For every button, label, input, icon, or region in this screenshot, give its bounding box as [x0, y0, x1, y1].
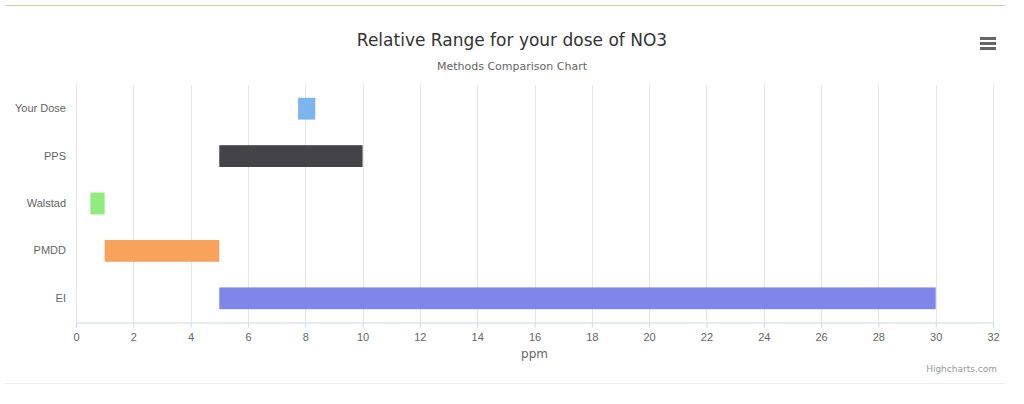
grid-line	[76, 85, 77, 322]
x-tick: 14	[472, 323, 484, 344]
range-bar[interactable]	[219, 145, 362, 167]
x-tick-mark	[821, 323, 822, 328]
x-tick: 22	[701, 323, 713, 344]
x-tick-label: 0	[73, 331, 79, 343]
x-axis-line	[77, 323, 994, 328]
range-bar[interactable]	[105, 240, 220, 262]
grid-line	[248, 85, 249, 322]
x-tick: 10	[357, 323, 369, 344]
x-tick-label: 4	[188, 331, 194, 343]
grid-line	[477, 85, 478, 322]
x-tick-mark	[706, 323, 707, 328]
y-tick: EI	[56, 292, 76, 304]
x-tick-mark	[133, 323, 134, 328]
bars	[90, 98, 935, 309]
x-tick-label: 16	[529, 331, 541, 343]
x-tick-label: 8	[303, 331, 309, 343]
x-tick-mark	[420, 323, 421, 328]
grid-line	[363, 85, 364, 322]
grid-line	[706, 85, 707, 322]
x-tick-label: 26	[815, 331, 827, 343]
x-tick-mark	[649, 323, 650, 328]
x-tick: 0	[73, 323, 79, 344]
y-tick: PPS	[44, 150, 76, 162]
y-tick-label: Your Dose	[15, 102, 66, 114]
grid	[77, 85, 994, 322]
x-tick-mark	[305, 323, 306, 328]
grid-line	[305, 85, 306, 322]
grid-line	[535, 85, 536, 322]
x-tick-label: 10	[357, 331, 369, 343]
top-rule	[5, 5, 1005, 6]
x-axis: 02468101214161820222426283032	[73, 323, 999, 344]
grid-line	[878, 85, 879, 322]
grid-line	[821, 85, 822, 322]
x-tick-mark	[76, 323, 77, 328]
x-tick-label: 2	[131, 331, 137, 343]
x-tick: 2	[131, 323, 137, 344]
title: Relative Range for your dose of NO3	[357, 30, 667, 50]
y-tick-label: PPS	[44, 150, 66, 162]
x-tick-mark	[878, 323, 879, 328]
x-tick: 12	[414, 323, 426, 344]
x-tick: 18	[586, 323, 598, 344]
x-tick: 30	[930, 323, 942, 344]
grid-line	[764, 85, 765, 322]
x-tick-label: 24	[758, 331, 770, 343]
bottom-rule	[5, 383, 1005, 384]
y-axis: Your Dose PPS Walstad PMDD EI	[15, 102, 76, 304]
x-tick-mark	[993, 323, 994, 328]
x-tick-mark	[936, 323, 937, 328]
grid-line	[133, 85, 134, 322]
x-tick-mark	[248, 323, 249, 328]
x-tick: 24	[758, 323, 770, 344]
menu-bar[interactable]	[980, 37, 996, 40]
x-tick-label: 32	[987, 331, 999, 343]
x-tick-mark	[477, 323, 478, 328]
x-tick: 20	[644, 323, 656, 344]
x-tick-mark	[191, 323, 192, 328]
range-bar[interactable]	[298, 98, 315, 120]
y-tick-label: PMDD	[34, 244, 66, 256]
y-tick: Your Dose	[15, 102, 76, 114]
x-tick-mark	[535, 323, 536, 328]
x-axis-title: ppm	[521, 347, 548, 361]
menu-button[interactable]	[980, 37, 996, 50]
x-tick: 16	[529, 323, 541, 344]
x-tick: 26	[815, 323, 827, 344]
menu-bar[interactable]	[980, 47, 996, 50]
x-tick-label: 28	[873, 331, 885, 343]
grid-line	[993, 85, 994, 322]
x-tick: 32	[987, 323, 999, 344]
credits[interactable]: Highcharts.com	[926, 364, 997, 374]
x-tick: 8	[303, 323, 309, 344]
grid-line	[936, 85, 937, 322]
x-tick-label: 12	[414, 331, 426, 343]
chart: 02468101214161820222426283032Your DosePP…	[0, 0, 1024, 404]
y-tick-label: Walstad	[27, 197, 66, 209]
x-tick-label: 30	[930, 331, 942, 343]
x-tick: 28	[873, 323, 885, 344]
grid-line	[649, 85, 650, 322]
range-bar[interactable]	[90, 193, 104, 215]
x-tick-mark	[764, 323, 765, 328]
subtitle: Methods Comparison Chart	[437, 60, 588, 73]
x-tick-label: 6	[245, 331, 251, 343]
x-tick-label: 18	[586, 331, 598, 343]
x-tick-label: 20	[644, 331, 656, 343]
y-tick-label: EI	[56, 292, 66, 304]
menu-bar[interactable]	[980, 42, 996, 45]
grid-line	[420, 85, 421, 322]
x-tick-label: 22	[701, 331, 713, 343]
x-tick-label: 14	[472, 331, 484, 343]
x-tick: 6	[245, 323, 251, 344]
range-bar[interactable]	[219, 287, 935, 309]
grid-line	[592, 85, 593, 322]
x-tick-mark	[592, 323, 593, 328]
x-tick-mark	[363, 323, 364, 328]
x-tick: 4	[188, 323, 194, 344]
y-tick: PMDD	[34, 244, 76, 256]
grid-line	[191, 85, 192, 322]
y-tick: Walstad	[27, 197, 76, 209]
